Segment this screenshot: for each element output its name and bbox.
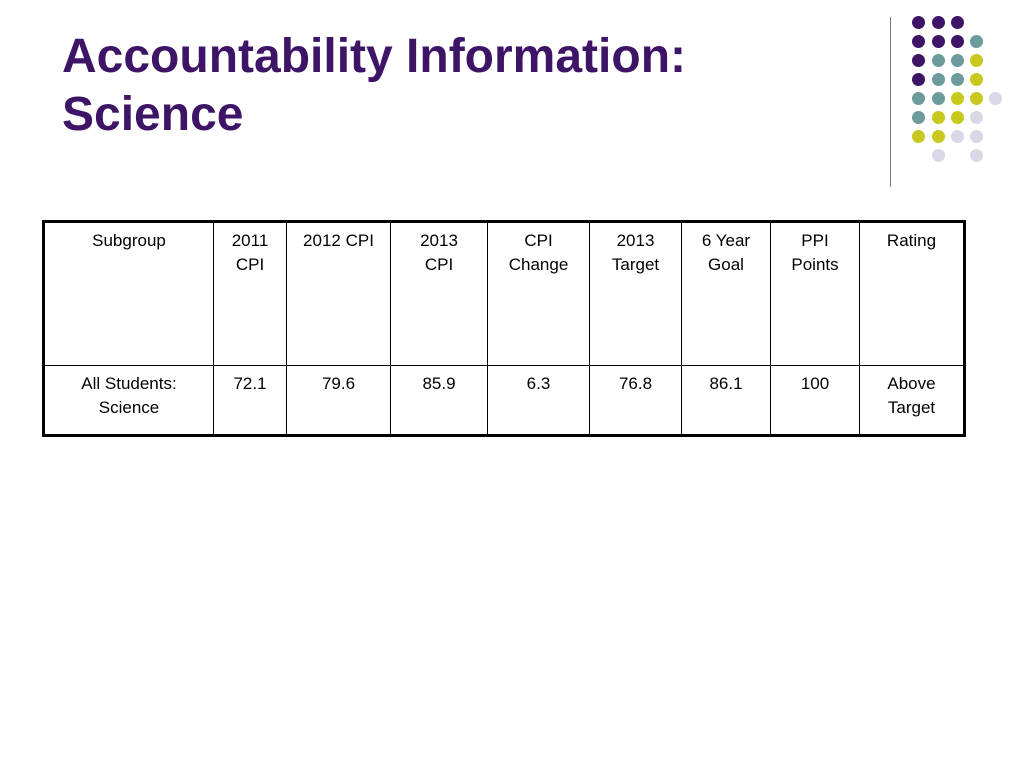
cell-2013-cpi: 85.9 bbox=[390, 365, 488, 436]
header-ppi-points: PPI Points bbox=[770, 221, 860, 366]
header-rating: Rating bbox=[859, 221, 965, 366]
cell-ppi-points: 100 bbox=[770, 365, 860, 436]
header-2013-cpi: 2013 CPI bbox=[390, 221, 488, 366]
decorative-dot bbox=[911, 34, 925, 48]
decorative-dot bbox=[950, 15, 964, 29]
decorative-dot bbox=[911, 110, 925, 124]
decorative-dot bbox=[969, 129, 983, 143]
cell-2012-cpi: 79.6 bbox=[286, 365, 391, 436]
decorative-dot bbox=[931, 34, 945, 48]
decorative-dot bbox=[950, 72, 964, 86]
decorative-dot bbox=[931, 91, 945, 105]
decorative-dot bbox=[969, 110, 983, 124]
header-subgroup: Subgroup bbox=[43, 221, 214, 366]
cell-rating: Above Target bbox=[859, 365, 965, 436]
decorative-dot bbox=[911, 91, 925, 105]
slide-title: Accountability Information: Science bbox=[62, 28, 862, 144]
cell-cpi-change: 6.3 bbox=[487, 365, 590, 436]
slide-title-line-1: Accountability Information: bbox=[62, 30, 686, 83]
decorative-dot bbox=[931, 129, 945, 143]
cell-subgroup: All Students: Science bbox=[43, 365, 214, 436]
decorative-divider bbox=[890, 17, 891, 187]
decorative-dot bbox=[931, 53, 945, 67]
decorative-dot bbox=[950, 34, 964, 48]
table-row: All Students: Science 72.1 79.6 85.9 6.3… bbox=[43, 365, 965, 436]
decorative-dot bbox=[988, 91, 1002, 105]
header-2013-target: 2013 Target bbox=[589, 221, 682, 366]
decorative-dot bbox=[969, 53, 983, 67]
slide-title-line-2: Science bbox=[62, 88, 244, 141]
header-2012-cpi: 2012 CPI bbox=[286, 221, 391, 366]
cell-2011-cpi: 72.1 bbox=[213, 365, 287, 436]
decorative-dot bbox=[931, 72, 945, 86]
decorative-dot bbox=[931, 148, 945, 162]
accountability-table: Subgroup 2011 CPI 2012 CPI 2013 CPI CPI … bbox=[42, 220, 966, 437]
decorative-dot bbox=[969, 148, 983, 162]
decorative-dot bbox=[969, 34, 983, 48]
cell-6-year-goal: 86.1 bbox=[681, 365, 771, 436]
decorative-dot bbox=[950, 53, 964, 67]
decorative-dot bbox=[931, 15, 945, 29]
decorative-dot bbox=[950, 91, 964, 105]
decorative-dot bbox=[911, 15, 925, 29]
header-6-year-goal: 6 Year Goal bbox=[681, 221, 771, 366]
decorative-dot bbox=[969, 91, 983, 105]
decorative-dot bbox=[931, 110, 945, 124]
decorative-dot bbox=[911, 53, 925, 67]
header-cpi-change: CPI Change bbox=[487, 221, 590, 366]
decorative-dot bbox=[950, 129, 964, 143]
decorative-dot bbox=[911, 72, 925, 86]
table-header-row: Subgroup 2011 CPI 2012 CPI 2013 CPI CPI … bbox=[43, 221, 965, 366]
decorative-dot bbox=[911, 129, 925, 143]
cell-2013-target: 76.8 bbox=[589, 365, 682, 436]
decorative-dot bbox=[969, 72, 983, 86]
header-2011-cpi: 2011 CPI bbox=[213, 221, 287, 366]
decorative-dot bbox=[950, 110, 964, 124]
